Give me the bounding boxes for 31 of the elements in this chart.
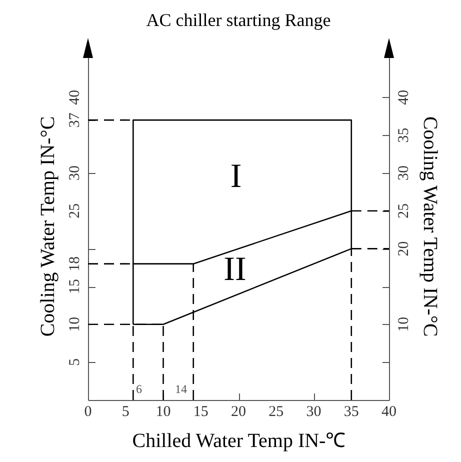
chart-title: AC chiller starting Range [146, 10, 331, 30]
x-tick-label: 35 [344, 404, 359, 420]
annotation: I [230, 158, 242, 195]
x-tick-label: 0 [84, 404, 92, 420]
y-tick-label: 15 [67, 279, 83, 294]
y-tick-label: 5 [67, 358, 83, 366]
y2-axis-title: Cooling Water Temp IN-°C [419, 116, 441, 337]
x-tick-label: 40 [382, 404, 396, 420]
y2-tick-label: 40 [396, 90, 412, 105]
x-tick-label: 15 [193, 404, 208, 420]
y2-tick-label: 30 [396, 166, 412, 181]
annotation: 6 [136, 382, 142, 396]
y-tick-label: 37 [67, 112, 83, 128]
y-tick-label: 25 [67, 203, 83, 218]
x-tick-label: 5 [122, 404, 130, 420]
y2-tick-label: 10 [396, 316, 412, 332]
x-tick-label: 30 [306, 404, 322, 420]
x-tick-label: 25 [268, 404, 284, 420]
x-tick-label: 10 [156, 404, 171, 420]
annotation: 14 [175, 382, 187, 396]
y-tick-label: 40 [67, 90, 83, 105]
y-axis-title: Cooling Water Temp IN-°C [37, 116, 59, 337]
x-tick-label: 20 [231, 404, 246, 420]
annotation: II [224, 251, 246, 288]
x-axis-title: Chilled Water Temp IN-℃ [132, 430, 346, 452]
y2-tick-label: 20 [396, 241, 412, 256]
y-tick-label: 10 [67, 316, 83, 332]
y2-tick-label: 25 [396, 203, 412, 218]
y-tick-label: 30 [67, 166, 83, 181]
y-tick-label: 18 [67, 256, 83, 272]
y2-tick-label: 35 [396, 128, 412, 143]
